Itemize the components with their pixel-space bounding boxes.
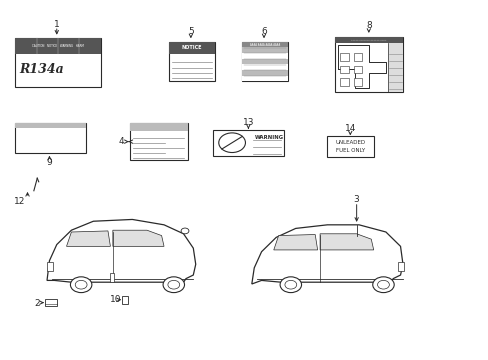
Polygon shape bbox=[251, 225, 402, 286]
Text: 12: 12 bbox=[14, 197, 25, 206]
Text: CAUTION   NOTICE   WARNING   HARM: CAUTION NOTICE WARNING HARM bbox=[32, 44, 84, 48]
Bar bbox=[15, 39, 101, 87]
Circle shape bbox=[70, 277, 92, 293]
Bar bbox=[44, 299, 57, 306]
Bar bbox=[339, 78, 348, 86]
Bar bbox=[242, 64, 288, 70]
Bar bbox=[130, 123, 188, 160]
Bar bbox=[353, 66, 362, 73]
Text: 11: 11 bbox=[136, 274, 147, 283]
Bar bbox=[168, 42, 215, 54]
Text: 2: 2 bbox=[34, 299, 40, 308]
Bar bbox=[339, 66, 348, 73]
Bar bbox=[242, 70, 288, 76]
Text: 13: 13 bbox=[242, 118, 254, 127]
Polygon shape bbox=[47, 220, 195, 286]
Bar bbox=[212, 130, 283, 156]
Bar bbox=[122, 296, 128, 304]
Bar bbox=[242, 42, 288, 81]
Text: 5: 5 bbox=[187, 27, 193, 36]
Text: 10: 10 bbox=[109, 294, 121, 303]
Text: NOTICE: NOTICE bbox=[182, 45, 202, 50]
Text: 4: 4 bbox=[119, 137, 124, 146]
Bar bbox=[110, 273, 114, 282]
Bar bbox=[15, 123, 86, 128]
Text: UNLEADED: UNLEADED bbox=[335, 140, 365, 145]
Text: R134a: R134a bbox=[19, 63, 64, 76]
Bar bbox=[15, 123, 86, 153]
Bar bbox=[242, 59, 288, 64]
Circle shape bbox=[280, 277, 301, 293]
Circle shape bbox=[377, 280, 388, 289]
Bar bbox=[242, 53, 288, 59]
Circle shape bbox=[163, 277, 184, 293]
Bar bbox=[168, 42, 215, 81]
Circle shape bbox=[75, 280, 87, 289]
Bar bbox=[327, 136, 373, 157]
Text: 3: 3 bbox=[353, 195, 359, 204]
Bar bbox=[334, 37, 402, 92]
Circle shape bbox=[167, 280, 179, 289]
Text: 9: 9 bbox=[46, 158, 52, 167]
Text: 1: 1 bbox=[54, 19, 60, 28]
Bar bbox=[242, 76, 288, 81]
Bar bbox=[387, 43, 402, 92]
Bar bbox=[15, 39, 101, 54]
Polygon shape bbox=[320, 234, 373, 250]
Bar bbox=[242, 48, 288, 53]
Circle shape bbox=[181, 228, 188, 234]
Polygon shape bbox=[66, 231, 110, 246]
Bar bbox=[353, 78, 362, 86]
Bar bbox=[397, 262, 403, 271]
Text: WARNING: WARNING bbox=[254, 135, 284, 140]
Text: AAAA AAAA AAAA AAAA: AAAA AAAA AAAA AAAA bbox=[249, 43, 280, 47]
Circle shape bbox=[285, 280, 296, 289]
Bar bbox=[47, 262, 53, 271]
Text: 8: 8 bbox=[365, 21, 371, 30]
Circle shape bbox=[218, 133, 245, 153]
Bar bbox=[339, 53, 348, 60]
Text: 14: 14 bbox=[344, 124, 355, 133]
Bar bbox=[242, 42, 288, 48]
Text: 6: 6 bbox=[261, 27, 266, 36]
Polygon shape bbox=[113, 230, 163, 246]
Bar bbox=[130, 123, 188, 131]
Bar bbox=[353, 53, 362, 60]
Polygon shape bbox=[273, 234, 317, 250]
Bar bbox=[334, 37, 402, 43]
Text: FUEL ONLY: FUEL ONLY bbox=[335, 148, 365, 153]
Text: AAAAA AAAAAAA AAAAAA AAAA: AAAAA AAAAAAA AAAAAA AAAA bbox=[350, 39, 386, 41]
Text: 7: 7 bbox=[334, 262, 339, 271]
Circle shape bbox=[372, 277, 393, 293]
